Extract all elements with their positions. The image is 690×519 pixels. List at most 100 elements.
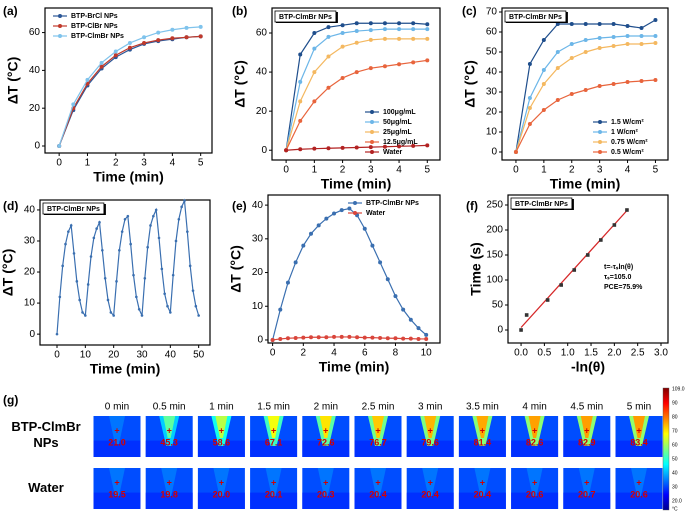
- data-point: [312, 46, 317, 51]
- data-point: [385, 336, 390, 341]
- data-point: [382, 144, 387, 149]
- data-point: [99, 64, 104, 69]
- data-point: [152, 214, 155, 218]
- column-header: 5 min: [627, 402, 651, 413]
- data-point: [397, 21, 402, 26]
- x-tick-label: 2: [340, 165, 346, 176]
- temperature-label: 79.6: [421, 437, 439, 447]
- label-box-text: BTP-ClmBr NPs: [47, 206, 100, 213]
- x-tick-label: 50: [193, 350, 205, 361]
- temperature-label: 20.6: [630, 489, 648, 499]
- data-point: [639, 79, 644, 83]
- data-point: [347, 206, 352, 211]
- data-point: [312, 70, 317, 75]
- data-point: [572, 268, 577, 272]
- hot-core: [580, 416, 593, 438]
- data-point: [425, 58, 430, 63]
- column-header: 4 min: [522, 402, 546, 413]
- data-point: [424, 332, 429, 337]
- data-point: [120, 230, 124, 233]
- x-tick-label: 1: [541, 165, 547, 176]
- y-tick-label: 20: [486, 107, 498, 118]
- y-tick-label: 60: [29, 27, 41, 38]
- y-tick-label: 100: [486, 275, 503, 286]
- x-tick-label: 0: [513, 165, 519, 176]
- cross-marker: +: [375, 477, 380, 487]
- data-point: [126, 214, 130, 218]
- data-point: [78, 298, 81, 302]
- data-point: [569, 92, 574, 96]
- cross-marker: +: [167, 477, 172, 487]
- x-tick-label: 5: [425, 165, 431, 176]
- data-point: [541, 38, 546, 42]
- data-point: [382, 64, 387, 69]
- cross-marker: +: [114, 477, 119, 487]
- data-point: [368, 28, 373, 33]
- label-box-text: BTP-ClmBr NPs: [515, 201, 568, 208]
- y-tick-label: 50: [492, 300, 504, 311]
- data-point: [541, 108, 546, 112]
- column-header: 0 min: [105, 402, 129, 413]
- data-point: [597, 36, 602, 40]
- label-box-frame: [510, 197, 573, 210]
- data-point: [653, 41, 658, 45]
- data-point: [142, 40, 147, 45]
- data-point: [278, 336, 283, 341]
- data-point: [183, 199, 186, 202]
- data-point: [184, 25, 189, 30]
- data-point: [368, 21, 373, 26]
- temperature-label: 82.9: [578, 437, 596, 447]
- data-point: [408, 317, 413, 322]
- data-point: [362, 335, 367, 340]
- cross-marker: +: [428, 425, 433, 435]
- thermal-shade: [93, 440, 141, 457]
- legend-label: 0.5 W/cm²: [611, 149, 644, 156]
- tube: [422, 468, 439, 496]
- thermal-shade: [250, 492, 298, 509]
- data-point: [81, 311, 84, 314]
- legend-label: Water: [366, 210, 385, 217]
- data-point: [340, 31, 345, 36]
- tube: [213, 468, 230, 496]
- data-point: [527, 106, 532, 110]
- label-box-frame: [42, 202, 105, 215]
- data-point: [519, 328, 523, 332]
- data-point: [411, 21, 416, 26]
- temperature-label: 81.4: [474, 437, 492, 447]
- x-tick-label: 8: [393, 348, 399, 359]
- cross-marker: +: [480, 477, 485, 487]
- data-point: [198, 34, 203, 39]
- data-point: [197, 314, 200, 317]
- data-point: [411, 143, 416, 148]
- thermal-shade: [93, 492, 141, 509]
- data-point: [397, 144, 402, 149]
- data-point: [163, 292, 166, 296]
- data-point: [61, 264, 64, 268]
- cross-marker: +: [323, 425, 328, 435]
- data-point: [362, 226, 367, 231]
- colorbar-label: 109.0: [672, 386, 685, 392]
- x-tick-label: 0.5: [537, 348, 551, 359]
- x-tick-label: 10: [80, 350, 92, 361]
- data-point: [135, 295, 138, 299]
- data-point: [425, 22, 430, 27]
- data-point: [385, 277, 390, 282]
- data-point: [569, 22, 574, 26]
- data-point: [58, 295, 62, 299]
- data-point: [157, 236, 161, 240]
- hot-core: [163, 416, 176, 438]
- hot-core: [215, 416, 228, 438]
- data-point: [113, 53, 118, 58]
- data-point: [184, 35, 189, 40]
- legend-marker: [598, 120, 602, 124]
- thermal-shade: [145, 440, 193, 457]
- hot-core: [424, 416, 437, 438]
- cross-marker: +: [480, 425, 485, 435]
- data-point: [71, 102, 76, 107]
- column-header: 4.5 min: [570, 402, 603, 413]
- x-tick-label: 20: [108, 350, 120, 361]
- y-tick-label: 40: [24, 205, 36, 216]
- data-point: [198, 24, 203, 29]
- thermal-shade: [302, 440, 350, 457]
